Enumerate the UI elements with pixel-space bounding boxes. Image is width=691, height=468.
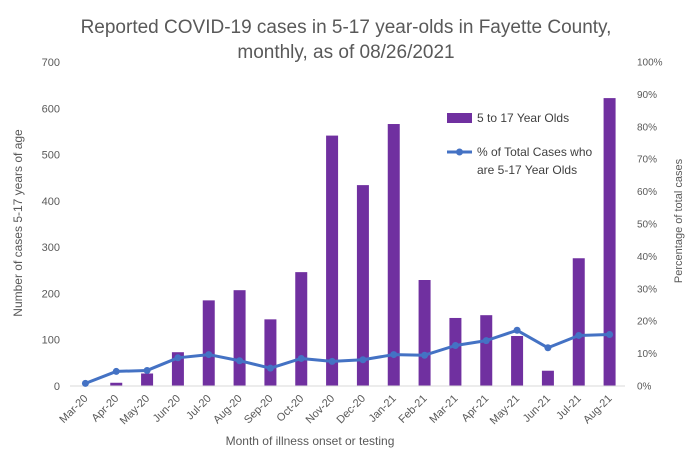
- bar: [295, 272, 308, 386]
- x-tick-label: Apr-21: [460, 393, 492, 425]
- line-point: [297, 354, 305, 362]
- bar: [541, 370, 554, 386]
- line-point: [328, 357, 336, 365]
- line-point: [174, 354, 182, 362]
- line-point: [513, 326, 521, 334]
- y-axis-title: Number of cases 5-17 years of age: [11, 129, 25, 317]
- x-tick-label: May-20: [118, 393, 152, 427]
- bar: [511, 336, 524, 386]
- line-point: [236, 357, 244, 365]
- y-tick-label: 100: [42, 335, 60, 347]
- x-tick-label: May-21: [488, 393, 522, 427]
- bar: [603, 98, 616, 387]
- line-point: [421, 351, 429, 359]
- x-tick-label: Feb-21: [397, 393, 430, 426]
- line-point: [266, 364, 274, 372]
- bar: [202, 300, 215, 386]
- y2-tick-label: 90%: [637, 90, 657, 101]
- line-point: [112, 367, 120, 375]
- x-tick-label: Dec-20: [334, 393, 368, 427]
- line-series: [81, 326, 614, 387]
- y2-axis-title: Percentage of total cases: [673, 158, 685, 283]
- y-tick-label: 700: [42, 57, 60, 69]
- y2-tick-label: 10%: [637, 349, 657, 360]
- bar: [418, 280, 431, 386]
- legend: 5 to 17 Year Olds % of Total Cases who a…: [447, 111, 592, 177]
- left-axis-ticks: 0 100 200 300 400 500 600 700: [42, 57, 60, 393]
- x-tick-label: Jul-20: [184, 393, 214, 423]
- legend-bar-swatch: [447, 113, 472, 123]
- x-tick-label: Apr-20: [90, 393, 122, 425]
- y2-tick-label: 0%: [637, 382, 652, 393]
- x-tick-label: Oct-20: [275, 393, 307, 425]
- legend-bar-label: 5 to 17 Year Olds: [477, 111, 569, 125]
- x-tick-label: Jan-21: [367, 393, 399, 425]
- line-point: [390, 351, 398, 359]
- line-point: [575, 331, 583, 339]
- x-tick-label: Mar-20: [57, 393, 90, 426]
- y2-tick-label: 40%: [637, 252, 657, 263]
- bar-series: [79, 98, 616, 387]
- bar: [233, 290, 246, 386]
- right-axis-ticks: 0% 10% 20% 30% 40% 50% 60% 70% 80% 90% 100%: [637, 58, 663, 393]
- x-tick-label: Jul-21: [554, 393, 584, 423]
- bar: [387, 124, 400, 386]
- legend-line-label-1: % of Total Cases who: [477, 145, 592, 159]
- line-point: [544, 344, 552, 352]
- x-tick-label: Jun-21: [521, 393, 553, 425]
- y-tick-label: 600: [42, 103, 60, 115]
- x-tick-label: Aug-20: [211, 393, 245, 427]
- legend-line-label-2: are 5-17 Year Olds: [477, 163, 577, 177]
- legend-line-marker: [456, 148, 463, 156]
- bar: [110, 382, 123, 386]
- x-tick-label: Nov-20: [304, 393, 338, 427]
- y2-tick-label: 60%: [637, 187, 657, 198]
- x-tick-label: Sep-20: [242, 393, 276, 427]
- y-tick-label: 300: [42, 242, 60, 254]
- chart-title-line-1: Reported COVID-19 cases in 5-17 year-old…: [81, 17, 612, 38]
- line-point: [81, 379, 89, 387]
- line-point: [606, 330, 614, 338]
- line-point: [359, 356, 367, 364]
- x-tick-label: Aug-21: [581, 393, 615, 427]
- y2-tick-label: 100%: [637, 58, 663, 69]
- line-point: [143, 366, 151, 374]
- y-tick-label: 200: [42, 288, 60, 300]
- line-point: [451, 342, 459, 349]
- bar: [572, 258, 585, 386]
- bar: [356, 185, 369, 386]
- bar: [480, 315, 493, 386]
- line-point: [205, 351, 213, 359]
- bar: [449, 317, 462, 386]
- y2-tick-label: 30%: [637, 284, 657, 295]
- x-tick-label: Mar-21: [427, 393, 460, 426]
- y-tick-label: 0: [54, 381, 60, 393]
- y2-tick-label: 20%: [637, 317, 657, 328]
- bar: [326, 135, 339, 386]
- y2-tick-label: 80%: [637, 122, 657, 133]
- x-axis-title: Month of illness onset or testing: [226, 434, 395, 448]
- percent-line: [84, 328, 610, 385]
- y2-tick-label: 50%: [637, 220, 657, 231]
- line-point: [482, 337, 490, 345]
- y-tick-label: 500: [42, 150, 60, 162]
- chart-title-line-2: monthly, as of 08/26/2021: [237, 42, 454, 63]
- y-tick-label: 400: [42, 196, 60, 208]
- y2-tick-label: 70%: [637, 155, 657, 166]
- bar: [141, 373, 154, 386]
- x-tick-label: Jun-20: [151, 393, 183, 425]
- bar: [264, 319, 277, 386]
